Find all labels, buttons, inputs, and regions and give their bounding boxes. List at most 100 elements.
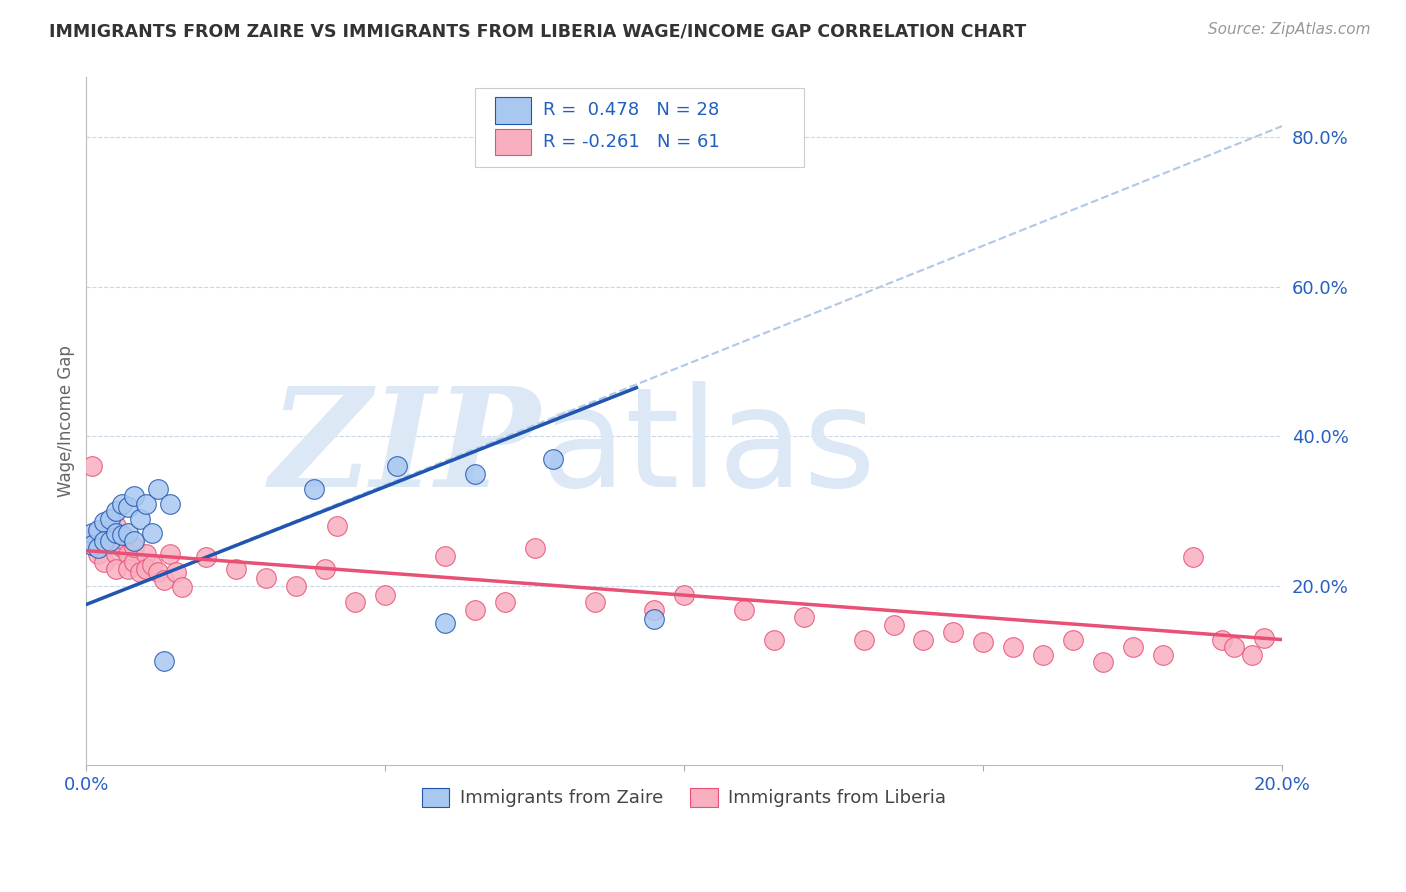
Point — [122, 540, 145, 554]
Point — [434, 616, 457, 631]
Point — [494, 595, 516, 609]
Point — [105, 504, 128, 518]
Point — [117, 548, 139, 562]
Text: R = -0.261   N = 61: R = -0.261 N = 61 — [543, 133, 720, 151]
Point — [105, 526, 128, 541]
Point — [1002, 640, 1025, 654]
FancyBboxPatch shape — [475, 87, 804, 167]
Point — [82, 533, 104, 547]
Point — [972, 635, 994, 649]
Point — [82, 526, 104, 541]
Point — [93, 524, 115, 539]
FancyBboxPatch shape — [495, 129, 531, 155]
Point — [98, 530, 121, 544]
Point — [1211, 632, 1233, 647]
Point — [129, 566, 152, 580]
Point — [883, 617, 905, 632]
Point — [129, 511, 152, 525]
Point — [170, 580, 193, 594]
Point — [1062, 632, 1084, 647]
Point — [464, 603, 486, 617]
Point — [153, 654, 176, 668]
Point — [434, 549, 457, 563]
Point — [852, 632, 875, 647]
Text: ZIP: ZIP — [270, 382, 541, 516]
Point — [326, 519, 349, 533]
Point — [912, 632, 935, 647]
Point — [111, 497, 134, 511]
Point — [98, 511, 121, 525]
Point — [1152, 648, 1174, 662]
Point — [93, 540, 115, 554]
Point — [583, 595, 606, 609]
Point — [82, 459, 104, 474]
Point — [146, 566, 169, 580]
Point — [93, 533, 115, 548]
Point — [141, 558, 163, 572]
Point — [87, 541, 110, 556]
Text: R =  0.478   N = 28: R = 0.478 N = 28 — [543, 102, 720, 120]
Point — [87, 524, 110, 539]
Point — [105, 562, 128, 576]
Point — [117, 500, 139, 515]
Text: IMMIGRANTS FROM ZAIRE VS IMMIGRANTS FROM LIBERIA WAGE/INCOME GAP CORRELATION CHA: IMMIGRANTS FROM ZAIRE VS IMMIGRANTS FROM… — [49, 22, 1026, 40]
Point — [643, 603, 665, 617]
Point — [122, 489, 145, 503]
Point — [135, 562, 157, 576]
Point — [541, 451, 564, 466]
Point — [122, 555, 145, 569]
Point — [1181, 550, 1204, 565]
Point — [98, 523, 121, 537]
Point — [225, 562, 247, 576]
Point — [105, 519, 128, 533]
Point — [1122, 640, 1144, 654]
Point — [387, 459, 409, 474]
Point — [135, 497, 157, 511]
Point — [1241, 648, 1264, 662]
Point — [111, 533, 134, 547]
FancyBboxPatch shape — [495, 97, 531, 123]
Point — [1253, 631, 1275, 645]
Point — [111, 528, 134, 542]
Point — [344, 595, 367, 609]
Point — [254, 571, 277, 585]
Point — [159, 548, 181, 562]
Point — [87, 523, 110, 537]
Point — [643, 612, 665, 626]
Point — [314, 562, 336, 576]
Point — [793, 610, 815, 624]
Y-axis label: Wage/Income Gap: Wage/Income Gap — [58, 345, 75, 497]
Text: Source: ZipAtlas.com: Source: ZipAtlas.com — [1208, 22, 1371, 37]
Point — [82, 538, 104, 552]
Point — [464, 467, 486, 481]
Point — [302, 482, 325, 496]
Point — [135, 548, 157, 562]
Point — [141, 526, 163, 541]
Point — [942, 625, 965, 640]
Point — [153, 573, 176, 587]
Point — [105, 548, 128, 562]
Point — [117, 526, 139, 541]
Point — [122, 533, 145, 548]
Point — [111, 540, 134, 554]
Point — [194, 550, 217, 565]
Point — [284, 579, 307, 593]
Point — [1091, 655, 1114, 669]
Legend: Immigrants from Zaire, Immigrants from Liberia: Immigrants from Zaire, Immigrants from L… — [415, 780, 953, 814]
Point — [159, 497, 181, 511]
Text: atlas: atlas — [541, 382, 876, 516]
Point — [1032, 648, 1054, 662]
Point — [374, 588, 396, 602]
Point — [87, 548, 110, 562]
Point — [117, 562, 139, 576]
Point — [673, 588, 696, 602]
Point — [93, 555, 115, 569]
Point — [93, 515, 115, 529]
Point — [1223, 640, 1246, 654]
Point — [98, 533, 121, 548]
Point — [146, 482, 169, 496]
Point — [165, 566, 187, 580]
Point — [762, 632, 785, 647]
Point — [733, 603, 755, 617]
Point — [523, 541, 546, 556]
